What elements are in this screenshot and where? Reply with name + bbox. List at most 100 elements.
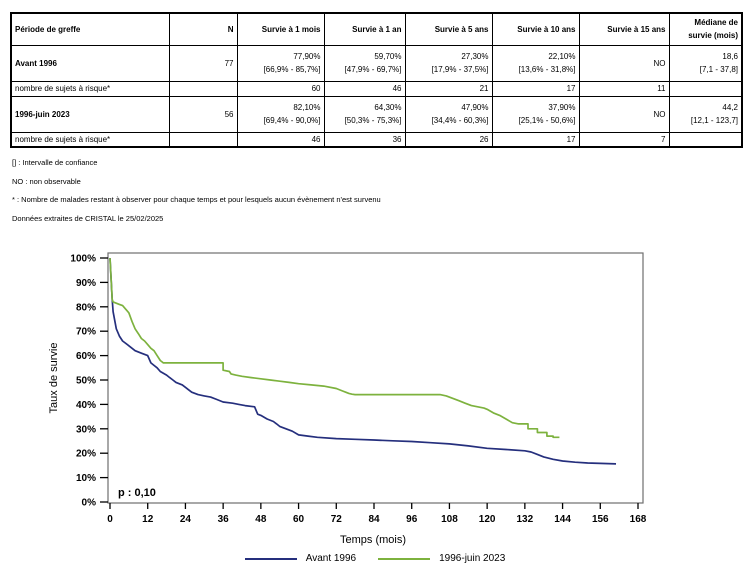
table-header-row: Période de greffe N Survie à 1 mois Surv… <box>10 12 743 46</box>
note-risk-definition: * : Nombre de malades restant à observer… <box>12 195 381 204</box>
line-swatch-avant-1996 <box>244 557 297 560</box>
survival-value: 82,10% <box>293 103 321 112</box>
confidence-interval: [66,9% - 85,7%] <box>263 65 321 74</box>
header-survie-10-ans: Survie à 10 ans <box>491 12 580 46</box>
svg-text:90%: 90% <box>76 278 96 289</box>
confidence-interval: [12,1 - 123,7] <box>690 116 738 125</box>
risk-value: 60 <box>236 80 325 97</box>
svg-text:24: 24 <box>180 514 192 525</box>
survival-value: 59,70% <box>374 52 402 61</box>
svg-text:72: 72 <box>331 514 343 525</box>
svg-text:80%: 80% <box>76 302 96 313</box>
chart-legend: Avant 1996 1996-juin 2023 <box>0 553 750 564</box>
svg-text:36: 36 <box>218 514 230 525</box>
survival-value: 37,90% <box>548 103 576 112</box>
survie-1-mois-cell: 82,10% [69,4% - 90,0%] <box>236 95 325 133</box>
survie-1-an-cell: 64,30% [50,3% - 75,3%] <box>323 95 406 133</box>
n-value: 77 <box>168 44 238 82</box>
mediane-cell: 18,6 [7,1 - 37,8] <box>668 44 743 82</box>
svg-text:10%: 10% <box>76 473 96 484</box>
survival-chart: 0% 10% 20% 30% 40% 50% 60% 70% 80% 90% 100% 0 12 24 36… <box>48 252 647 546</box>
svg-text:60: 60 <box>293 514 305 525</box>
svg-text:60%: 60% <box>76 351 96 362</box>
risk-value: 17 <box>491 131 580 148</box>
empty-cell <box>668 131 743 148</box>
header-survie-1-mois: Survie à 1 mois <box>236 12 325 46</box>
header-n: N <box>168 12 238 46</box>
median-value: 18,6 <box>722 52 738 61</box>
svg-text:168: 168 <box>630 514 647 525</box>
svg-text:50%: 50% <box>76 376 96 387</box>
survival-summary-table: Période de greffe N Survie à 1 mois Surv… <box>10 12 743 148</box>
legend-label: Avant 1996 <box>305 553 357 564</box>
survie-15-ans-cell: NO <box>578 95 670 133</box>
survie-5-ans-cell: 27,30% [17,9% - 37,5%] <box>404 44 493 82</box>
header-survie-5-ans: Survie à 5 ans <box>404 12 493 46</box>
survival-value: 47,90% <box>461 103 489 112</box>
table-row-1996-juin-2023: 1996-juin 2023 56 82,10% [69,4% - 90,0%]… <box>10 95 743 133</box>
svg-text:132: 132 <box>517 514 534 525</box>
legend-item-avant-1996: Avant 1996 <box>244 553 357 564</box>
svg-text:84: 84 <box>368 514 380 525</box>
empty-cell <box>168 131 238 148</box>
header-mediane-line2: survie (mois) <box>688 31 738 41</box>
legend-label: 1996-juin 2023 <box>439 553 506 564</box>
svg-text:40%: 40% <box>76 400 96 411</box>
svg-text:96: 96 <box>406 514 418 525</box>
table-row-avant-1996: Avant 1996 77 77,90% [66,9% - 85,7%] 59,… <box>10 44 743 82</box>
risk-value: 17 <box>491 80 580 97</box>
header-period: Période de greffe <box>10 12 170 46</box>
line-swatch-1996-juin-2023 <box>378 557 431 560</box>
survie-1-an-cell: 59,70% [47,9% - 69,7%] <box>323 44 406 82</box>
confidence-interval: [25,1% - 50,6%] <box>518 116 576 125</box>
n-value: 56 <box>168 95 238 133</box>
svg-text:144: 144 <box>554 514 571 525</box>
mediane-cell: 44,2 [12,1 - 123,7] <box>668 95 743 133</box>
risk-label: nombre de sujets à risque* <box>10 131 170 148</box>
confidence-interval: [34,4% - 60,3%] <box>431 116 489 125</box>
median-value: 44,2 <box>722 103 738 112</box>
risk-row-1996-juin-2023: nombre de sujets à risque* 46 36 26 17 7 <box>10 131 743 148</box>
empty-cell <box>168 80 238 97</box>
risk-label: nombre de sujets à risque* <box>10 80 170 97</box>
risk-value: 26 <box>404 131 493 148</box>
note-non-observable: NO : non observable <box>12 176 81 186</box>
svg-text:p : 0,10: p : 0,10 <box>118 487 156 499</box>
svg-text:12: 12 <box>142 514 154 525</box>
svg-text:20%: 20% <box>76 449 96 460</box>
risk-value: 36 <box>323 131 406 148</box>
svg-text:48: 48 <box>255 514 267 525</box>
survie-5-ans-cell: 47,90% [34,4% - 60,3%] <box>404 95 493 133</box>
risk-value: 46 <box>323 80 406 97</box>
risk-value: 46 <box>236 131 325 148</box>
survival-chart-area: 0% 10% 20% 30% 40% 50% 60% 70% 80% 90% 100% 0 12 24 36… <box>0 247 700 547</box>
header-mediane: Médiane de survie (mois) <box>668 12 743 46</box>
footnotes: [] : Intervalle de confiance NO : non ob… <box>12 158 381 232</box>
empty-cell <box>668 80 743 97</box>
survie-10-ans-cell: 37,90% [25,1% - 50,6%] <box>491 95 580 133</box>
risk-row-avant-1996: nombre de sujets à risque* 60 46 21 17 1… <box>10 80 743 97</box>
survie-1-mois-cell: 77,90% [66,9% - 85,7%] <box>236 44 325 82</box>
survival-value: 22,10% <box>548 52 576 61</box>
period-label: 1996-juin 2023 <box>10 95 170 133</box>
svg-text:0%: 0% <box>82 498 97 509</box>
confidence-interval: [17,9% - 37,5%] <box>431 65 489 74</box>
survie-15-ans-cell: NO <box>578 44 670 82</box>
confidence-interval: [47,9% - 69,7%] <box>344 65 402 74</box>
risk-value: 11 <box>578 80 670 97</box>
svg-text:0: 0 <box>107 514 113 525</box>
svg-text:156: 156 <box>592 514 609 525</box>
header-survie-15-ans: Survie à 15 ans <box>578 12 670 46</box>
confidence-interval: [69,4% - 90,0%] <box>263 116 321 125</box>
header-survie-1-an: Survie à 1 an <box>323 12 406 46</box>
legend-item-1996-juin-2023: 1996-juin 2023 <box>378 553 505 564</box>
svg-text:108: 108 <box>441 514 458 525</box>
survie-10-ans-cell: 22,10% [13,6% - 31,8%] <box>491 44 580 82</box>
confidence-interval: [13,6% - 31,8%] <box>518 65 576 74</box>
note-confidence-interval: [] : Intervalle de confiance <box>12 158 98 167</box>
risk-value: 21 <box>404 80 493 97</box>
survival-value: 27,30% <box>461 52 489 61</box>
period-label: Avant 1996 <box>10 44 170 82</box>
confidence-interval: [7,1 - 37,8] <box>699 65 738 74</box>
